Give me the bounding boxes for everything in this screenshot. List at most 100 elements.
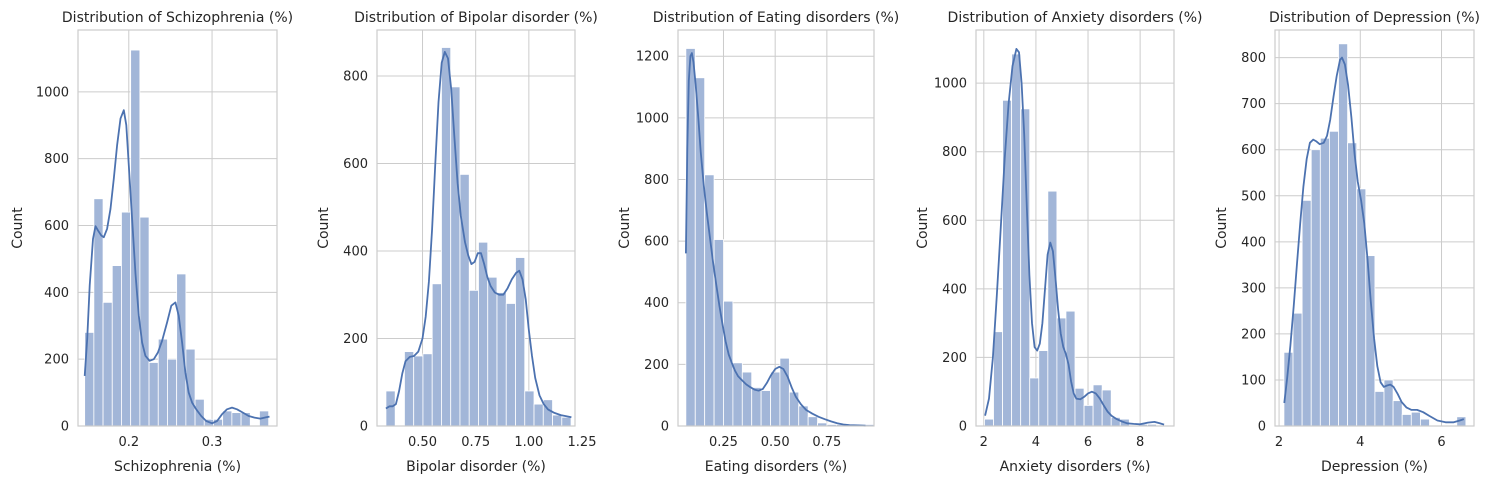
x-axis-label: Eating disorders (%) — [705, 459, 847, 475]
chart-panel-5: 2 4 6 0 100 200 300 400 500 600 700 800 Distribution… — [1214, 10, 1480, 475]
histogram-bar — [431, 283, 442, 427]
histogram-bar — [1011, 53, 1022, 427]
y-tick-label: 600 — [44, 219, 69, 234]
y-tick-label: 1200 — [636, 50, 669, 65]
histogram-bar — [1392, 400, 1403, 427]
histogram-bar — [93, 198, 104, 427]
histogram-bar — [561, 416, 572, 427]
histogram-bar — [1374, 391, 1385, 427]
histogram-bar — [1410, 411, 1421, 427]
kde-line — [984, 48, 1165, 426]
histogram-bar — [468, 289, 479, 427]
axes-frame — [975, 29, 1175, 427]
chart-title: Distribution of Schizophrenia (%) — [62, 10, 293, 26]
histogram-bar — [413, 355, 424, 427]
y-tick-label: 100 — [1241, 373, 1266, 388]
x-axis-label: Schizophrenia (%) — [114, 459, 241, 475]
y-axis-label: Count — [617, 207, 633, 249]
y-tick-label: 700 — [1241, 97, 1266, 112]
x-axis-label: Anxiety disorders (%) — [1000, 459, 1151, 475]
histogram-bar — [1310, 149, 1321, 427]
histogram-bar — [1301, 199, 1312, 427]
histogram-bar — [984, 418, 994, 427]
y-tick-label: 300 — [1241, 281, 1266, 296]
histogram-bar — [459, 173, 470, 427]
x-tick-label: 6 — [1437, 435, 1445, 450]
y-tick-label: 200 — [644, 358, 669, 373]
histogram-bar — [176, 273, 187, 427]
y-axis-label: Count — [316, 207, 332, 249]
histogram-bar — [760, 390, 771, 427]
histogram-bar — [130, 49, 141, 427]
y-tick-label: 0 — [959, 420, 967, 435]
x-tick-label: 1.25 — [568, 435, 597, 450]
chart-panel-3: 0.25 0.50 0.75 0 200 400 600 800 1000 1200 Distrib… — [617, 10, 899, 475]
y-tick-label: 400 — [343, 244, 368, 259]
x-tick-label: 4 — [1032, 435, 1040, 450]
histogram-bar — [111, 265, 122, 427]
histogram-bar — [542, 399, 553, 427]
histogram-bar — [422, 353, 433, 427]
histogram-bar — [1292, 312, 1303, 427]
histogram-bar — [441, 47, 452, 427]
x-tick-label: 2 — [980, 435, 988, 450]
y-tick-label: 1000 — [934, 77, 967, 92]
histogram-bar — [993, 331, 1003, 427]
axes-frame — [677, 29, 875, 427]
x-tick-label: 0.75 — [812, 435, 841, 450]
y-axis-label: Count — [1214, 207, 1230, 249]
y-tick-label: 0 — [61, 420, 69, 435]
y-tick-label: 400 — [44, 286, 69, 301]
histogram-bar — [685, 48, 696, 427]
histogram-bar — [1074, 387, 1085, 427]
histogram-bar — [741, 371, 753, 427]
y-tick-label: 200 — [343, 332, 368, 347]
kde-line — [83, 109, 270, 425]
chart-title: Distribution of Depression (%) — [1269, 10, 1480, 26]
y-tick-label: 0 — [661, 420, 669, 435]
histogram-bar — [157, 338, 168, 427]
y-tick-label: 800 — [1241, 51, 1266, 66]
kde-line — [685, 52, 866, 427]
histogram-bar — [121, 211, 132, 427]
histogram-bar — [1038, 350, 1049, 427]
chart-panel-1: 0.2 0.3 0 200 400 600 800 1000 Distribution of S… — [10, 10, 293, 475]
histogram-bar — [751, 387, 762, 427]
x-axis-label: Depression (%) — [1321, 459, 1428, 475]
histogram-bar — [798, 405, 809, 427]
histogram-bar — [1101, 389, 1112, 427]
histogram-bar — [807, 416, 818, 427]
histogram-bar — [1347, 142, 1358, 427]
x-tick-label: 4 — [1356, 435, 1364, 450]
histogram-bar — [1047, 190, 1058, 427]
x-tick-label: 0.75 — [461, 435, 490, 450]
y-tick-label: 600 — [343, 157, 368, 172]
y-tick-label: 600 — [644, 235, 669, 250]
histogram-bar — [487, 276, 498, 427]
histogram-bar — [496, 292, 507, 427]
y-tick-label: 200 — [942, 351, 967, 366]
histogram-bar — [1401, 414, 1412, 427]
histogram-bar — [148, 362, 159, 427]
y-tick-label: 400 — [644, 296, 669, 311]
y-tick-label: 800 — [343, 69, 368, 84]
histogram-bar — [1319, 137, 1330, 427]
histogram-bar — [1029, 377, 1040, 427]
y-tick-label: 1000 — [36, 85, 69, 100]
histogram-bar — [102, 301, 113, 427]
y-tick-label: 0 — [1258, 420, 1266, 435]
y-tick-label: 500 — [1241, 189, 1266, 204]
histogram-bar — [139, 216, 150, 427]
x-tick-label: 8 — [1136, 435, 1144, 450]
histogram-bar — [450, 86, 461, 427]
y-tick-label: 400 — [942, 282, 967, 297]
chart-title: Distribution of Bipolar disorder (%) — [354, 10, 598, 26]
chart-title: Distribution of Eating disorders (%) — [653, 10, 899, 26]
axes-frame — [376, 29, 576, 427]
y-axis-label: Count — [10, 207, 26, 249]
y-tick-label: 800 — [942, 145, 967, 160]
chart-title: Distribution of Anxiety disorders (%) — [948, 10, 1203, 26]
x-tick-label: 0.50 — [761, 435, 790, 450]
histogram-bar — [1065, 310, 1076, 427]
y-tick-label: 600 — [1241, 143, 1266, 158]
